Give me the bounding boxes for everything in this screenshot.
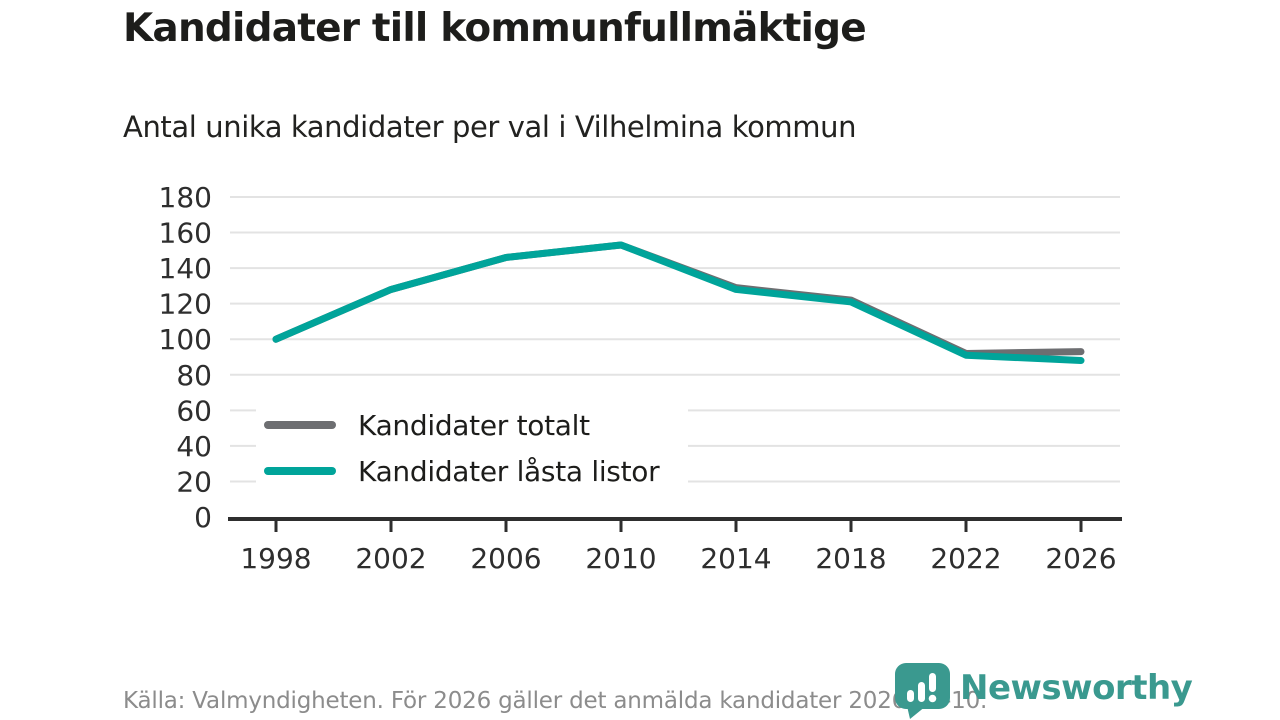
y-tick-label: 0 <box>194 501 212 534</box>
x-tick-label: 1998 <box>240 542 311 575</box>
y-tick-label: 180 <box>159 181 212 214</box>
legend-swatch-totalt <box>264 421 336 429</box>
x-tick-label: 2018 <box>815 542 886 575</box>
series-lines <box>272 241 1085 365</box>
x-tick-label: 2014 <box>700 542 771 575</box>
chart-title: Kandidater till kommunfullmäktige <box>123 6 867 51</box>
y-tick-label: 20 <box>176 465 212 498</box>
x-axis <box>228 517 1122 532</box>
newsworthy-logo-icon <box>895 663 950 719</box>
legend-label-lasta-listor: Kandidater låsta listor <box>358 454 660 488</box>
legend-label-totalt: Kandidater totalt <box>358 408 590 442</box>
x-tick-label: 2010 <box>585 542 656 575</box>
x-tick-label: 2006 <box>470 542 541 575</box>
chart-legend: Kandidater totalt Kandidater låsta listo… <box>256 398 688 500</box>
y-tick-label: 60 <box>176 394 212 427</box>
source-note: Källa: Valmyndigheten. För 2026 gäller d… <box>123 688 988 714</box>
series-line <box>272 241 1085 365</box>
y-tick-label: 160 <box>159 217 212 250</box>
x-tick-label: 2022 <box>930 542 1001 575</box>
y-tick-label: 120 <box>159 288 212 321</box>
x-tick-label: 2002 <box>355 542 426 575</box>
legend-item-lasta-listor: Kandidater låsta listor <box>264 448 688 494</box>
legend-item-totalt: Kandidater totalt <box>264 402 688 448</box>
x-tick-label: 2026 <box>1045 542 1116 575</box>
newsworthy-logo: Newsworthy <box>894 662 1193 720</box>
newsworthy-wordmark: Newsworthy <box>960 668 1193 708</box>
y-tick-label: 80 <box>176 359 212 392</box>
y-tick-label: 40 <box>176 430 212 463</box>
chart-subtitle: Antal unika kandidater per val i Vilhelm… <box>123 110 857 144</box>
series-line <box>272 241 1085 357</box>
legend-swatch-lasta-listor <box>264 467 336 475</box>
x-axis-tick-labels: 1998 2002 2006 2010 2014 2018 2022 2026 <box>240 542 1116 575</box>
y-tick-label: 140 <box>159 252 212 285</box>
y-tick-label: 100 <box>159 323 212 356</box>
